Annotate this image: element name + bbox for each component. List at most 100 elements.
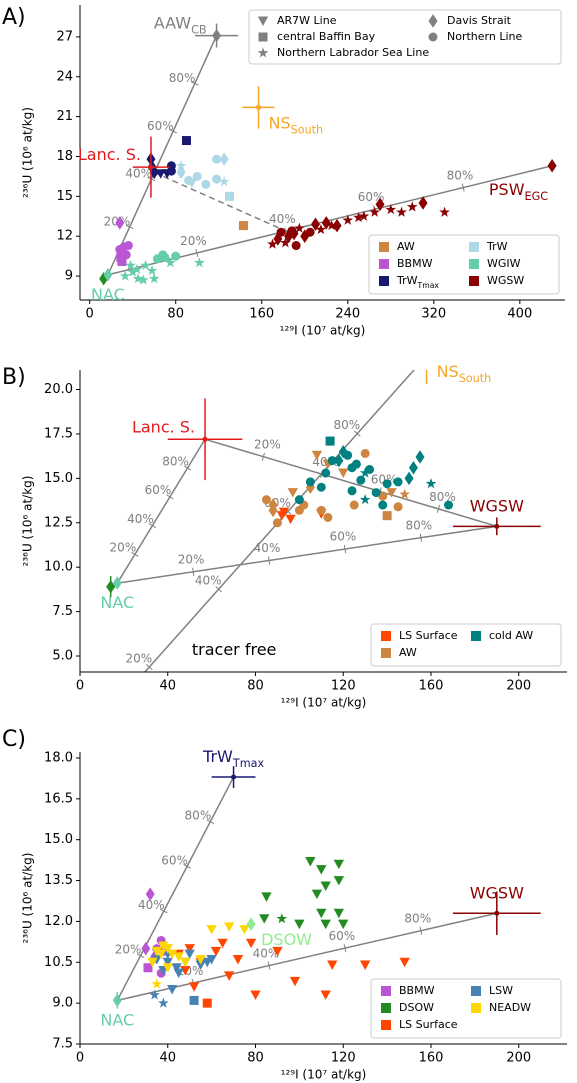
legend-swatch <box>471 1003 481 1013</box>
y-tick-label: 5.0 <box>52 649 73 664</box>
fraction-label: 80% <box>185 809 212 823</box>
label-text: LSW <box>489 984 513 997</box>
data-point <box>232 955 244 965</box>
data-point <box>151 978 163 989</box>
y-tick-label: 16.5 <box>44 791 73 806</box>
data-point <box>151 946 162 957</box>
data-point <box>132 273 144 284</box>
data-point <box>285 514 296 525</box>
data-point <box>171 963 182 973</box>
label: WGSW <box>487 274 524 287</box>
label-text: WGSW <box>470 496 524 515</box>
fraction-tick <box>131 551 139 557</box>
data-point <box>358 210 370 221</box>
label: NAC <box>100 593 134 612</box>
label: WGSW <box>470 883 524 902</box>
data-point <box>206 925 217 935</box>
data-point <box>332 218 342 233</box>
data-point <box>305 857 316 867</box>
label-subscript: Tmax <box>232 757 265 770</box>
data-point <box>181 136 191 146</box>
legend-box <box>370 623 562 667</box>
data-point <box>333 908 345 919</box>
y-tick-label: 24 <box>56 69 73 84</box>
data-point <box>238 221 248 231</box>
data-point <box>371 488 381 498</box>
data-point <box>125 259 136 271</box>
data-point <box>261 495 271 505</box>
label-text: DSOW <box>399 1001 434 1014</box>
label: WGSW <box>470 496 524 515</box>
x-axis-label: ¹²⁹I (10⁷ at/kg) <box>281 1068 367 1082</box>
data-point <box>311 217 321 232</box>
x-tick-label: 0 <box>86 307 94 322</box>
label: Lanc. S. <box>78 145 141 164</box>
x-tick-label: 160 <box>419 1051 444 1066</box>
plot-area: 20%40%60%80%20%40%60%80% <box>99 23 557 286</box>
data-point <box>202 998 212 1008</box>
fraction-tick <box>136 953 145 959</box>
legend-label: Davis Strait <box>447 14 512 27</box>
x-tick-label: 120 <box>331 1051 356 1066</box>
label-text: WGIW <box>487 257 521 270</box>
data-point <box>365 464 375 474</box>
data-point <box>347 486 357 496</box>
data-point <box>326 219 337 231</box>
y-tick-label: 12.0 <box>44 914 73 929</box>
legend-swatch <box>471 631 481 641</box>
mixing-line <box>116 776 235 1001</box>
data-point <box>276 913 288 924</box>
data-point <box>158 997 169 1008</box>
legend-box <box>368 234 560 295</box>
label-text: NS <box>437 361 459 380</box>
data-point <box>369 206 381 217</box>
fraction-label: 80% <box>447 168 474 182</box>
x-axis-label: ¹²⁹I (10⁷ at/kg) <box>281 696 367 710</box>
fraction-label: 40% <box>138 898 165 912</box>
data-point <box>338 468 349 478</box>
data-point <box>294 919 305 930</box>
label: LS Surface <box>399 629 458 642</box>
data-point <box>138 274 149 285</box>
data-point <box>164 257 176 268</box>
label: AAWCB <box>154 13 207 36</box>
label-text: PSW <box>489 179 525 198</box>
legend-swatch <box>469 242 479 252</box>
fraction-tick <box>191 81 199 86</box>
fraction-tick <box>183 864 191 869</box>
data-point <box>155 949 167 960</box>
data-point <box>382 479 392 489</box>
data-point <box>166 985 178 995</box>
data-point <box>393 502 403 512</box>
data-point <box>360 448 370 458</box>
data-point <box>280 237 291 248</box>
data-point <box>327 456 337 466</box>
data-point <box>378 491 388 501</box>
fraction-label: 40% <box>127 512 154 526</box>
fraction-label: 80% <box>169 71 196 85</box>
label: DSOW <box>261 930 312 949</box>
legend-swatch <box>471 986 481 996</box>
label: NSSouth <box>269 113 324 136</box>
fraction-tick <box>125 224 134 230</box>
mixing-line <box>107 35 218 276</box>
y-tick-label: 7.5 <box>52 1037 73 1052</box>
y-tick-label: 12.5 <box>44 515 73 530</box>
fraction-label: 60% <box>147 119 174 133</box>
label-text: NAC <box>100 1010 134 1029</box>
fraction-label: 40% <box>254 541 281 555</box>
data-point <box>418 196 428 210</box>
x-tick-label: 80 <box>247 1051 264 1066</box>
data-point <box>323 512 333 522</box>
legend-swatch <box>381 986 391 996</box>
x-tick-label: 80 <box>247 679 264 694</box>
y-tick-label: 18 <box>56 149 73 164</box>
legend-label: Northern Line <box>447 30 522 43</box>
data-point <box>353 211 364 223</box>
label-text: cold AW <box>489 629 533 642</box>
legend-marker <box>257 47 269 58</box>
data-point <box>404 471 414 486</box>
endmember <box>494 910 500 916</box>
legend-label: AR7W Line <box>277 14 337 27</box>
